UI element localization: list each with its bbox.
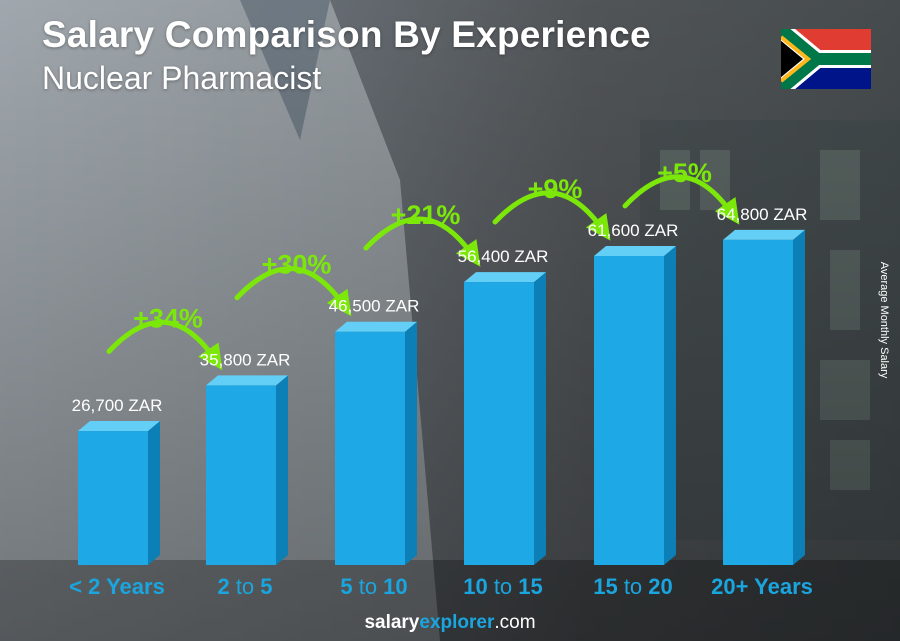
increase-1: +34%	[106, 303, 223, 371]
x-tick-part: 5	[340, 574, 352, 599]
x-tick-part: to	[488, 574, 519, 599]
x-tick-part: < 2 Years	[69, 574, 165, 599]
bar-6	[723, 229, 805, 566]
bar-top	[594, 245, 676, 256]
increase-label: +30%	[262, 250, 332, 280]
bar-top	[206, 375, 288, 386]
increase-3: +21%	[363, 200, 481, 267]
x-tick-label: < 2 Years	[69, 574, 165, 599]
x-tick-label: 20+ Years	[711, 574, 813, 599]
increase-label: +5%	[657, 158, 712, 188]
increase-2: +30%	[234, 250, 352, 317]
increase-4: +9%	[492, 174, 611, 241]
bar-front	[335, 331, 405, 565]
bar-5	[594, 245, 676, 566]
brand-part-explorer: explorer	[419, 612, 495, 633]
brand-part-com: .com	[494, 612, 536, 633]
increase-arrow	[622, 174, 740, 225]
x-tick-part: 5	[260, 574, 272, 599]
brand-part-salary: salary	[364, 612, 420, 633]
value-label: 35,800 ZAR	[200, 350, 291, 369]
bar-front	[206, 385, 276, 565]
increase-arrow	[363, 216, 481, 267]
bar-side	[793, 229, 805, 566]
bar-3	[335, 321, 417, 565]
x-tick-label: 5 to 10	[340, 574, 407, 599]
south-africa-flag-icon	[781, 29, 871, 89]
x-tick-label: 15 to 20	[593, 574, 673, 599]
x-tick-part: to	[618, 574, 649, 599]
x-tick-part: 15	[518, 574, 542, 599]
increase-label: +21%	[391, 200, 461, 230]
y-axis-label: Average Monthly Salary	[878, 261, 890, 379]
bar-top	[335, 321, 417, 332]
bar-1	[78, 421, 160, 565]
bar-side	[276, 375, 288, 565]
increase-label: +34%	[133, 303, 203, 333]
bar-side	[148, 421, 160, 565]
value-label: 26,700 ZAR	[72, 396, 163, 415]
value-label: 61,600 ZAR	[588, 221, 679, 240]
bar-top	[723, 229, 805, 240]
bar-4	[464, 272, 546, 565]
bar-2	[206, 375, 288, 565]
increase-5: +5%	[622, 158, 740, 225]
bar-side	[664, 245, 676, 566]
x-tick-label: 2 to 5	[217, 574, 272, 599]
site-brand[interactable]: salaryexplorer.com	[0, 612, 900, 634]
bar-front	[464, 282, 534, 565]
x-tick-part: 10	[463, 574, 487, 599]
bar-top	[78, 421, 160, 432]
increase-arrow	[234, 266, 352, 317]
x-tick-part: 20+ Years	[711, 574, 813, 599]
bar-top	[464, 272, 546, 283]
x-tick-part: to	[230, 574, 261, 599]
x-tick-part: 15	[593, 574, 617, 599]
x-tick-part: 10	[383, 574, 407, 599]
value-label: 64,800 ZAR	[717, 205, 808, 224]
x-tick-part: 20	[648, 574, 672, 599]
bar-front	[78, 431, 148, 565]
bar-front	[594, 255, 664, 566]
increase-arrow	[492, 190, 611, 241]
value-label: 56,400 ZAR	[458, 247, 549, 266]
x-tick-part: 2	[217, 574, 229, 599]
chart-subtitle: Nuclear Pharmacist	[42, 60, 322, 96]
increase-label: +9%	[528, 174, 583, 204]
value-label: 46,500 ZAR	[329, 297, 420, 316]
x-tick-label: 10 to 15	[463, 574, 543, 599]
bar-front	[723, 239, 793, 566]
increase-arrow	[106, 319, 223, 371]
x-tick-part: to	[353, 574, 384, 599]
chart-title: Salary Comparison By Experience	[42, 14, 651, 55]
bar-side	[405, 321, 417, 565]
bar-side	[534, 272, 546, 565]
